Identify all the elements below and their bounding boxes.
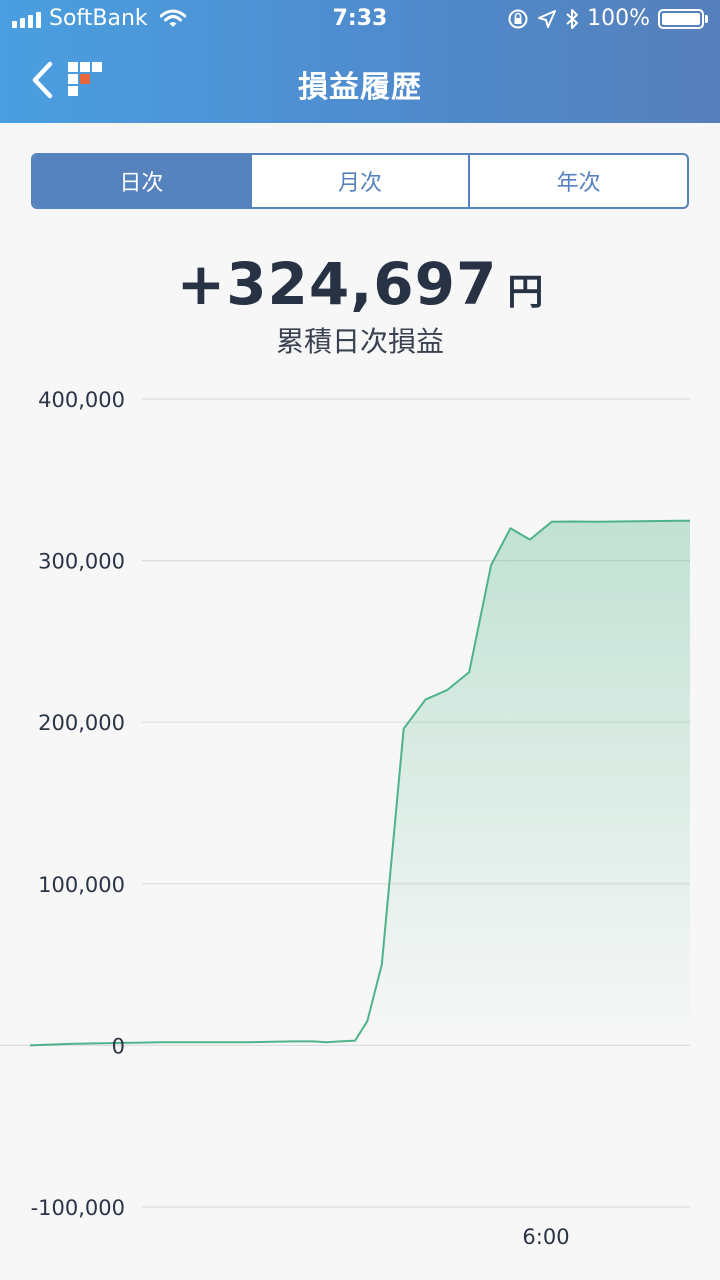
wifi-icon [159,9,186,27]
total-pnl-value: +324,697 [176,250,498,318]
y-tick-label: -100,000 [31,1196,125,1220]
y-tick-label: 200,000 [38,711,125,735]
back-chevron-icon[interactable] [28,60,56,100]
pnl-chart: 400,000 300,000 200,000 100,000 0 -100,000 6:0… [0,388,691,1249]
header: SoftBank 7:33 100% [0,0,720,123]
location-arrow-icon [538,9,557,28]
y-tick-label: 0 [112,1034,125,1058]
bluetooth-icon [566,8,579,29]
series-area [30,520,690,1046]
battery-percent: 100% [587,6,650,31]
status-bar: SoftBank 7:33 100% [0,0,720,40]
total-pnl-unit: 円 [507,272,544,313]
y-tick-label: 100,000 [38,873,125,897]
status-left: SoftBank [12,6,186,31]
period-segmented-control: 日次 月次 年次 [31,153,689,209]
status-right: 100% [507,6,708,31]
total-pnl-caption: 累積日次損益 [275,325,444,358]
carrier-name: SoftBank [49,6,148,31]
series-line [29,519,691,1047]
page-title: 損益履歴 [298,70,422,105]
battery-icon [658,8,704,29]
x-tick-label: 6:00 [522,1225,569,1249]
tab-yearly[interactable]: 年次 [468,155,687,207]
tab-daily[interactable]: 日次 [33,155,250,207]
y-tick-label: 300,000 [38,550,125,574]
total-pnl: +324,697 円 [0,250,720,318]
y-tick-label: 400,000 [38,388,125,412]
tab-monthly[interactable]: 月次 [249,155,469,207]
app-logo-icon [68,62,102,96]
signal-strength-icon [12,10,41,28]
orientation-lock-icon [508,9,528,28]
status-time: 7:33 [332,6,388,31]
